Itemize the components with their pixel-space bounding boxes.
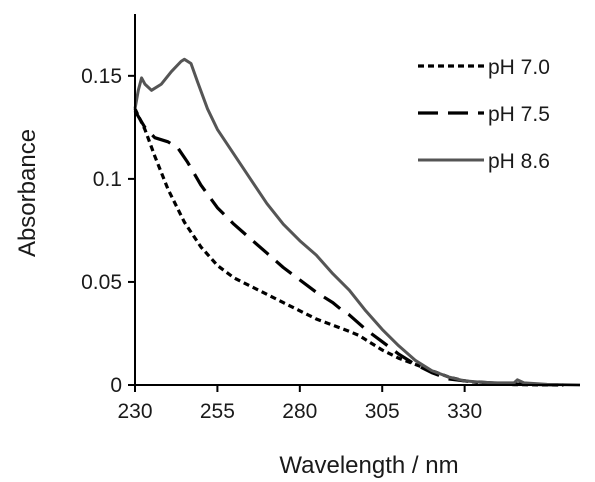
y-tick-label: 0.05	[81, 271, 122, 294]
x-tick-label: 255	[200, 400, 235, 423]
x-tick-label: 330	[447, 400, 482, 423]
legend-label: pH 7.5	[488, 103, 550, 126]
series-line	[133, 57, 581, 387]
series-line	[133, 110, 564, 387]
y-tick-label: 0.1	[93, 168, 122, 191]
legend: pH 7.0 pH 7.5 pH 8.6	[418, 56, 550, 173]
legend-label: pH 7.0	[488, 56, 550, 79]
x-tick-label: 280	[282, 400, 317, 423]
y-tick-label: 0.15	[81, 65, 122, 88]
x-axis-title: Wavelength / nm	[279, 452, 458, 479]
legend-label: pH 8.6	[488, 150, 550, 173]
y-axis-title: Absorbance	[14, 129, 41, 257]
series-lines	[133, 57, 581, 387]
y-axis-ticks: 0 0.05 0.1 0.15	[81, 65, 135, 397]
x-axis-ticks: 230 255 280 305 330	[117, 385, 482, 423]
x-tick-label: 305	[365, 400, 400, 423]
y-tick-label: 0	[110, 374, 122, 397]
x-tick-label: 230	[117, 400, 152, 423]
